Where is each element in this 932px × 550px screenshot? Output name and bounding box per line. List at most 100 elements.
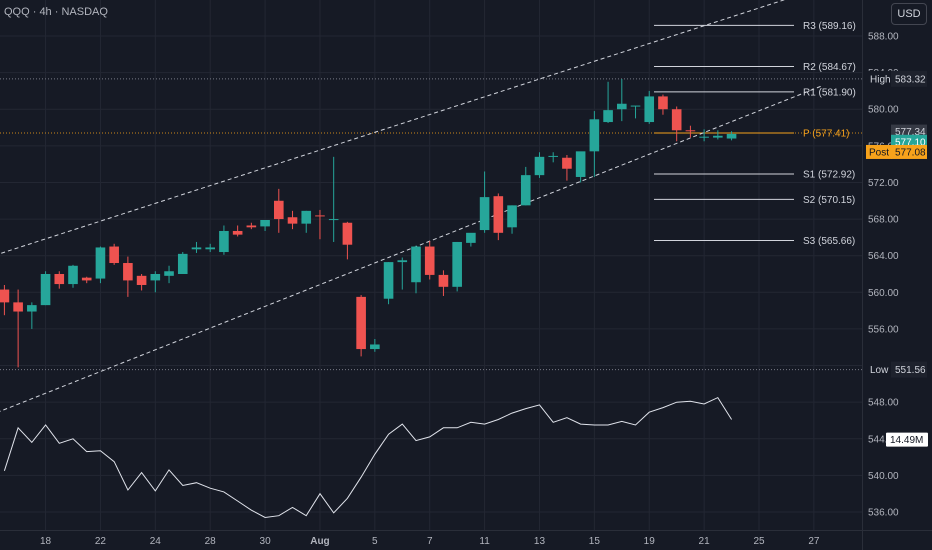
candle-body <box>81 277 92 281</box>
candle-body <box>589 119 600 152</box>
price-tag: 577.08 <box>895 147 926 158</box>
x-tick-label: 11 <box>479 536 490 547</box>
x-tick-label: 30 <box>260 536 272 547</box>
candle-body <box>232 230 243 235</box>
candle-body <box>438 274 449 287</box>
level-label-support: S1 (572.92) <box>803 170 855 181</box>
candle-body <box>177 253 188 274</box>
candle-body <box>603 110 613 123</box>
candle-body <box>493 196 504 233</box>
high-value: 583.32 <box>895 74 926 85</box>
x-tick-label: 15 <box>589 536 601 547</box>
candle-body <box>726 133 737 139</box>
y-tick-label: 568.00 <box>868 215 899 226</box>
candle-body <box>164 271 174 276</box>
y-tick-label: 556.00 <box>868 324 899 335</box>
candle-body <box>452 241 462 287</box>
candle-body <box>301 210 312 224</box>
x-tick-label: 25 <box>753 536 765 547</box>
candle-body <box>0 289 10 303</box>
candle-body <box>274 200 284 220</box>
candle-body <box>356 296 366 350</box>
candle-body <box>95 247 106 279</box>
candle-body <box>411 246 421 283</box>
price-tag-bg <box>891 144 927 159</box>
level-label-resistance: R2 (584.67) <box>803 62 856 73</box>
x-tick-label: 24 <box>150 536 162 547</box>
candle-body <box>383 262 394 299</box>
y-tick-label: 564.00 <box>868 251 899 262</box>
x-tick-label: Aug <box>310 536 329 547</box>
candle-body <box>40 274 51 306</box>
candle-body <box>123 263 133 281</box>
post-label: Post <box>869 147 889 158</box>
candle-body <box>658 96 668 110</box>
candle-body <box>630 105 641 107</box>
candle-body <box>68 265 78 285</box>
x-tick-label: 27 <box>808 536 820 547</box>
y-tick-label: 580.00 <box>868 105 899 116</box>
candle-body <box>534 156 545 176</box>
level-label-pivot: P (577.41) <box>803 128 850 139</box>
y-tick-label: 572.00 <box>868 178 899 189</box>
x-tick-label: 21 <box>699 536 711 547</box>
post-label-bg <box>866 144 892 159</box>
x-tick-label: 13 <box>534 536 546 547</box>
candle-body <box>617 103 627 110</box>
y-tick-label: 588.00 <box>868 32 899 43</box>
candle-body <box>27 305 37 312</box>
indicator-line <box>3 396 733 519</box>
level-label-resistance: R3 (589.16) <box>803 21 856 32</box>
currency-button[interactable]: USD <box>891 3 927 25</box>
candle-body <box>466 232 476 243</box>
candle-body <box>109 246 119 264</box>
candle-body <box>370 344 380 350</box>
level-label-support: S3 (565.66) <box>803 236 855 247</box>
chart-title: QQQ · 4h · NASDAQ <box>4 6 108 18</box>
candle-body <box>219 230 229 253</box>
candle-body <box>424 246 435 275</box>
candle-body <box>699 136 709 138</box>
x-tick-label: 28 <box>205 536 217 547</box>
candle-body <box>342 222 353 245</box>
candle-body <box>205 247 215 250</box>
low-label: Low <box>870 365 889 376</box>
y-tick-label: 536.00 <box>868 508 899 519</box>
candle-body <box>713 135 723 138</box>
candle-body <box>328 219 339 221</box>
price-tag: 577.34 <box>895 127 926 138</box>
level-label-resistance: R1 (581.90) <box>803 87 856 98</box>
low-tag-bg <box>867 361 891 378</box>
x-tick-label: 5 <box>372 536 378 547</box>
candle-body <box>315 215 325 217</box>
candle-body <box>562 157 572 169</box>
level-label-support: S2 (570.15) <box>803 195 855 206</box>
candle-body <box>507 205 517 228</box>
y-tick-label: 544.00 <box>868 434 899 445</box>
candle-body <box>150 274 161 281</box>
trendline <box>0 0 786 255</box>
high-tag-bg <box>867 70 891 87</box>
x-tick-label: 19 <box>644 536 656 547</box>
price-tag: 577.10 <box>895 137 926 148</box>
candle-body <box>644 96 655 123</box>
x-tick-label: 22 <box>95 536 107 547</box>
high-value-bg <box>891 70 927 87</box>
trendline <box>0 85 821 412</box>
candle-body <box>136 275 147 285</box>
candle-body <box>191 247 202 250</box>
x-tick-label: 7 <box>427 536 433 547</box>
candle-body <box>548 155 558 157</box>
candle-body <box>685 130 696 132</box>
candle-body <box>246 225 257 228</box>
candle-body <box>397 260 408 263</box>
y-tick-label: 540.00 <box>868 471 899 482</box>
indicator-value: 14.49M <box>890 435 923 446</box>
candle-body <box>13 302 23 312</box>
y-tick-label: 560.00 <box>868 288 899 299</box>
candle-body <box>54 274 65 285</box>
candle-body <box>520 175 531 206</box>
candle-body <box>575 151 586 177</box>
low-value-bg <box>891 361 927 378</box>
